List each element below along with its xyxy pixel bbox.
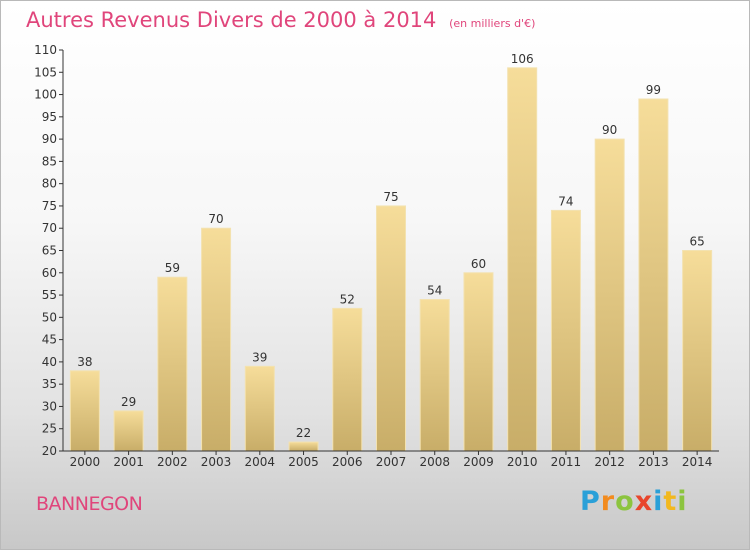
bar-2005[interactable] — [288, 441, 319, 452]
logo-letter: r — [600, 486, 616, 517]
chart-title-text: Autres Revenus Divers de 2000 à 2014 — [26, 8, 437, 32]
y-tick-label: 20 — [42, 444, 57, 458]
x-tick-label: 2000 — [70, 455, 101, 469]
y-tick-label: 55 — [42, 288, 57, 302]
y-tick-label: 65 — [42, 244, 57, 258]
x-tick-label: 2011 — [551, 455, 582, 469]
x-tick-label: 2009 — [463, 455, 494, 469]
x-tick-label: 2001 — [113, 455, 144, 469]
bar-2006[interactable] — [332, 307, 363, 452]
logo-letter: i — [653, 486, 664, 517]
y-tick-label: 40 — [42, 355, 57, 369]
bar-2002[interactable] — [157, 276, 188, 452]
x-tick-label: 2006 — [332, 455, 363, 469]
bar-value-label: 54 — [427, 284, 442, 298]
bar-value-label: 52 — [340, 292, 355, 306]
bar-2014[interactable] — [682, 250, 713, 452]
x-tick-label: 2007 — [376, 455, 407, 469]
bar-value-label: 70 — [208, 212, 223, 226]
proxiti-logo[interactable]: Proxiti — [580, 486, 688, 517]
bar-value-label: 74 — [558, 194, 573, 208]
y-tick-label: 85 — [42, 154, 57, 168]
bar-value-label: 22 — [296, 426, 311, 440]
bar-value-label: 60 — [471, 257, 486, 271]
bar-2011[interactable] — [550, 209, 581, 452]
bar-2000[interactable] — [69, 370, 100, 452]
bar-2008[interactable] — [419, 299, 450, 452]
axes-layer: 20 25 30 35 40 45 50 55 60 65 70 75 80 85 90 95 100 105 11… — [34, 43, 719, 469]
bar-2009[interactable] — [463, 272, 494, 452]
logo-letter: t — [663, 486, 678, 517]
bar-value-label: 106 — [511, 52, 534, 66]
x-tick-label: 2012 — [594, 455, 625, 469]
bar-value-label: 90 — [602, 123, 617, 137]
y-tick-label: 80 — [42, 177, 57, 191]
y-tick-label: 50 — [42, 310, 57, 324]
x-tick-label: 2013 — [638, 455, 669, 469]
x-tick-label: 2002 — [157, 455, 188, 469]
logo-letter: x — [634, 486, 654, 517]
bar-2007[interactable] — [376, 205, 406, 452]
y-tick-label: 45 — [42, 333, 57, 347]
y-tick-label: 100 — [34, 88, 57, 102]
bars-layer: 38 29 59 70 39 22 52 75 54 60 106 74 90 99 65 — [69, 52, 713, 452]
bar-value-label: 29 — [121, 395, 136, 409]
logo-letter: P — [580, 486, 601, 517]
y-tick-label: 75 — [42, 199, 57, 213]
x-tick-label: 2008 — [419, 455, 450, 469]
logo-letter: i — [677, 486, 688, 517]
y-tick-label: 35 — [42, 377, 57, 391]
bar-2001[interactable] — [113, 410, 144, 452]
y-tick-label: 110 — [34, 43, 57, 57]
y-tick-label: 60 — [42, 266, 57, 280]
x-tick-label: 2014 — [682, 455, 713, 469]
x-tick-label: 2010 — [507, 455, 538, 469]
bar-value-label: 75 — [383, 190, 398, 204]
y-tick-label: 70 — [42, 221, 57, 235]
y-tick-label: 30 — [42, 399, 57, 413]
y-tick-label: 90 — [42, 132, 57, 146]
bar-value-label: 59 — [165, 261, 180, 275]
bar-value-label: 39 — [252, 350, 267, 364]
bar-value-label: 65 — [689, 235, 704, 249]
bar-2010[interactable] — [507, 67, 538, 452]
chart-title: Autres Revenus Divers de 2000 à 2014 (en… — [26, 8, 535, 32]
bar-value-label: 99 — [646, 83, 661, 97]
bar-2004[interactable] — [244, 365, 275, 452]
bar-2012[interactable] — [594, 138, 625, 452]
commune-name: BANNEGON — [36, 493, 143, 515]
bar-value-label: 38 — [77, 355, 92, 369]
chart-subtitle: (en milliers d'€) — [449, 17, 536, 30]
bar-2013[interactable] — [638, 98, 669, 452]
x-tick-label: 2004 — [245, 455, 276, 469]
y-tick-label: 25 — [42, 422, 57, 436]
x-tick-label: 2005 — [288, 455, 319, 469]
logo-letter: o — [615, 486, 635, 517]
y-tick-label: 95 — [42, 110, 57, 124]
y-tick-label: 105 — [34, 65, 57, 79]
x-tick-label: 2003 — [201, 455, 232, 469]
bar-2003[interactable] — [201, 227, 232, 452]
